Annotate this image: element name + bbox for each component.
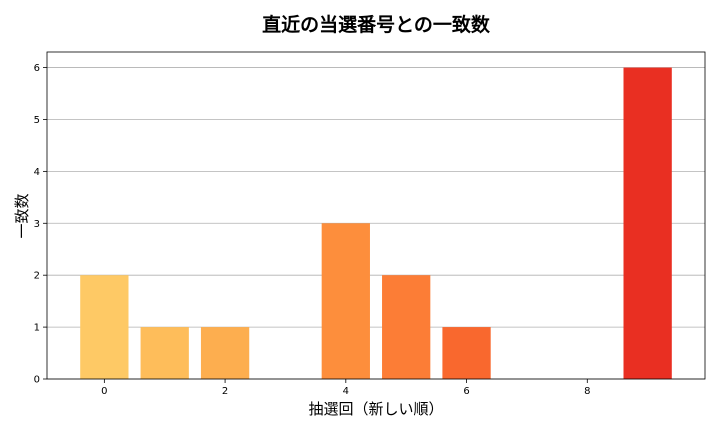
x-tick-label: 2 xyxy=(222,386,228,397)
bar xyxy=(382,275,431,379)
chart-title: 直近の当選番号との一致数 xyxy=(262,13,491,36)
bar xyxy=(623,67,672,380)
bar xyxy=(321,223,370,379)
y-tick-label: 0 xyxy=(34,375,40,386)
bar xyxy=(200,327,250,379)
x-axis-label: 抽選回（新しい順） xyxy=(308,400,443,418)
x-tick-label: 0 xyxy=(101,386,107,397)
y-tick-label: 2 xyxy=(34,271,40,282)
y-axis-label: 一致数 xyxy=(13,193,31,238)
bars xyxy=(80,67,672,380)
bar xyxy=(80,275,129,379)
y-tick-label: 5 xyxy=(34,115,40,126)
x-tick-label: 6 xyxy=(463,386,469,397)
y-tick-label: 1 xyxy=(34,323,40,334)
y-tick-label: 4 xyxy=(34,167,40,178)
bar xyxy=(140,327,189,379)
y-tick-label: 3 xyxy=(34,219,40,230)
x-axis-ticks: 0 2 4 6 8 xyxy=(101,379,590,397)
y-axis-ticks: 0 1 2 3 4 5 6 xyxy=(34,63,47,386)
x-tick-label: 4 xyxy=(343,386,349,397)
x-tick-label: 8 xyxy=(584,386,590,397)
plot-frame xyxy=(46,51,706,380)
bar xyxy=(442,327,491,379)
y-tick-label: 6 xyxy=(34,63,40,74)
